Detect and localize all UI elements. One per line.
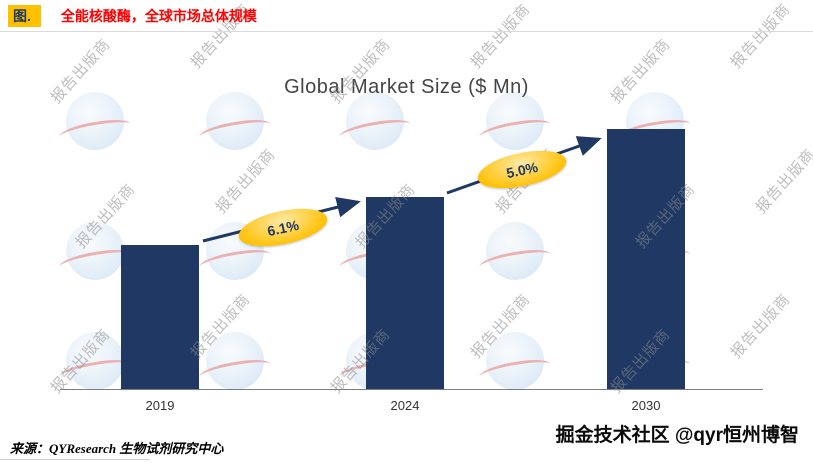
qyresearch-globe-watermark-icon [206,92,264,150]
qyresearch-globe-watermark-icon [66,222,124,280]
qyresearch-globe-watermark-icon [206,332,264,390]
bottom-divider [0,459,150,460]
x-tick-2024: 2024 [390,398,420,413]
qyresearch-globe-watermark-icon [66,92,124,150]
x-axis-line [60,389,763,390]
figure-title: 全能核酸酶，全球市场总体规模 [60,8,257,24]
brand-watermark: 掘金技术社区 @qyr恒州博智 [555,425,799,446]
chart-title: Global Market Size ($ Mn) [284,76,529,98]
source-note: 来源：QYResearch 生物试剂研究中心 [10,441,224,456]
header-divider [0,31,813,32]
qyresearch-globe-watermark-icon [346,92,404,150]
bar-2019 [121,245,199,389]
text-watermark: 报告出版商 [727,290,794,362]
bar-2030 [607,129,685,389]
x-tick-2030: 2030 [631,398,661,413]
bar-2024 [366,197,444,389]
text-watermark: 报告出版商 [727,0,794,72]
qyresearch-globe-watermark-icon [486,332,544,390]
text-watermark: 报告出版商 [212,145,279,217]
text-watermark: 报告出版商 [467,0,534,72]
qyresearch-globe-watermark-icon [66,332,124,390]
qyresearch-globe-watermark-icon [486,92,544,150]
text-watermark: 报告出版商 [752,145,813,217]
figure-header: 图. 全能核酸酶，全球市场总体规模 [8,5,257,27]
qyresearch-globe-watermark-icon [486,222,544,280]
x-tick-2019: 2019 [145,398,175,413]
figure-label: 图. [8,5,41,27]
